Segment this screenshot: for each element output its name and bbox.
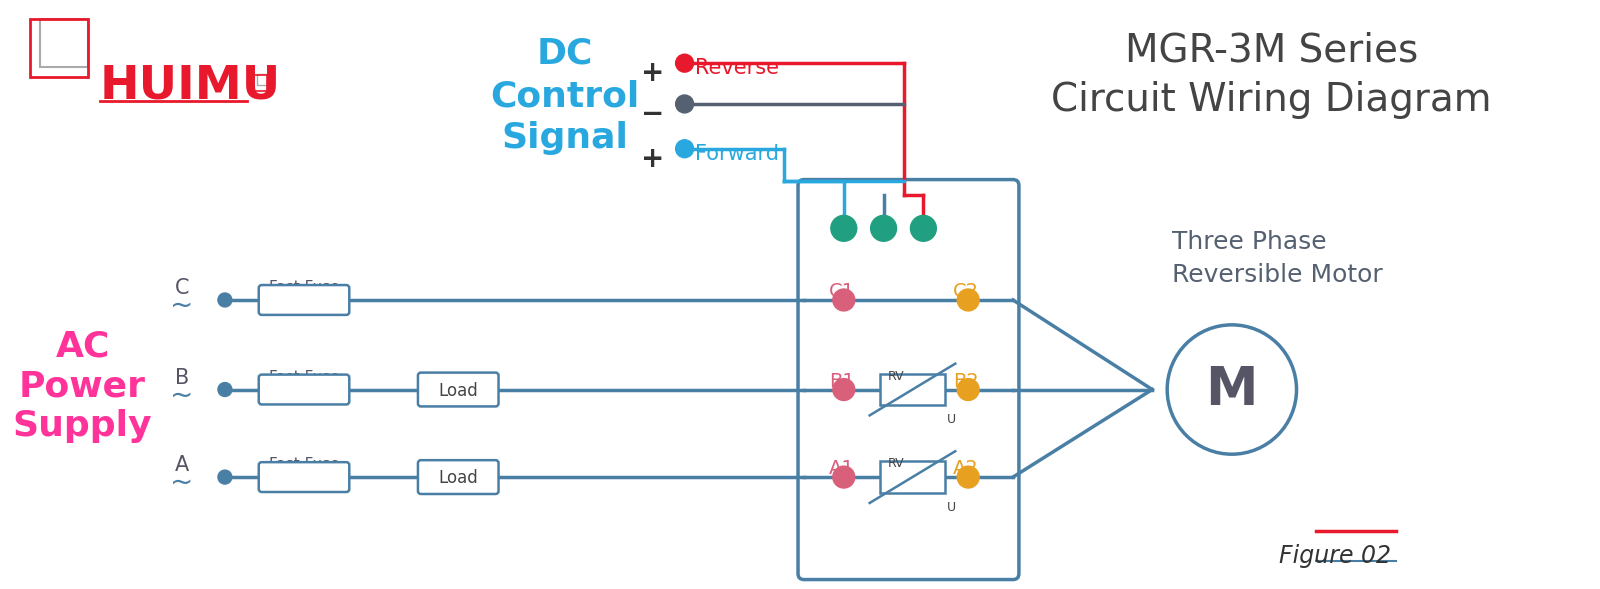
Circle shape (675, 95, 693, 113)
Text: RV: RV (888, 457, 904, 470)
Text: Control: Control (491, 79, 640, 113)
Text: Figure 02: Figure 02 (1278, 544, 1390, 568)
Text: +: + (642, 59, 664, 87)
FancyBboxPatch shape (880, 373, 946, 405)
FancyBboxPatch shape (418, 460, 499, 494)
Text: U: U (947, 501, 957, 514)
Circle shape (1166, 325, 1296, 454)
Text: AC: AC (56, 330, 110, 364)
Text: A2: A2 (954, 459, 979, 478)
Text: Signal: Signal (502, 121, 629, 155)
Text: +: + (642, 145, 664, 173)
Text: M: M (1206, 363, 1258, 415)
Text: C1: C1 (829, 282, 854, 301)
Text: C: C (174, 278, 189, 298)
Text: Supply: Supply (13, 409, 152, 444)
FancyBboxPatch shape (259, 462, 349, 492)
Circle shape (218, 293, 232, 307)
FancyBboxPatch shape (259, 375, 349, 405)
Text: Three Phase: Three Phase (1173, 230, 1326, 254)
Circle shape (218, 383, 232, 396)
Text: HUIMU: HUIMU (99, 63, 280, 108)
Text: Load: Load (438, 382, 478, 399)
Text: Circuit Wiring Diagram: Circuit Wiring Diagram (1051, 81, 1491, 119)
Text: U: U (947, 413, 957, 426)
Text: C2: C2 (954, 282, 979, 301)
Text: ~: ~ (171, 469, 194, 497)
Circle shape (957, 289, 979, 311)
Text: B1: B1 (829, 372, 854, 391)
Text: RV: RV (888, 370, 904, 383)
Text: Power: Power (19, 370, 146, 403)
FancyBboxPatch shape (418, 373, 499, 406)
Text: Forward: Forward (694, 144, 779, 164)
Circle shape (957, 379, 979, 401)
Text: −: − (642, 100, 664, 128)
FancyBboxPatch shape (880, 461, 946, 493)
Circle shape (834, 379, 854, 401)
Text: B2: B2 (954, 372, 979, 391)
Text: Reversible Motor: Reversible Motor (1173, 263, 1382, 287)
Circle shape (834, 289, 854, 311)
Circle shape (675, 140, 693, 158)
Text: MGR-3M Series: MGR-3M Series (1125, 31, 1418, 70)
Text: A1: A1 (829, 459, 854, 478)
Text: Fast Fuse: Fast Fuse (269, 370, 339, 385)
Circle shape (834, 466, 854, 488)
Text: DC: DC (538, 37, 594, 70)
Text: Fast Fuse: Fast Fuse (269, 457, 339, 472)
Circle shape (910, 216, 936, 241)
Text: ~: ~ (171, 292, 194, 320)
Text: Fast Fuse: Fast Fuse (269, 280, 339, 295)
Circle shape (675, 54, 693, 72)
Text: A: A (174, 455, 189, 475)
Circle shape (218, 470, 232, 484)
Circle shape (957, 466, 979, 488)
Circle shape (870, 216, 896, 241)
Text: Reverse: Reverse (694, 58, 779, 78)
Text: Load: Load (438, 469, 478, 487)
Text: B: B (174, 368, 189, 388)
Circle shape (830, 216, 856, 241)
Text: ~: ~ (171, 382, 194, 409)
FancyBboxPatch shape (259, 285, 349, 315)
